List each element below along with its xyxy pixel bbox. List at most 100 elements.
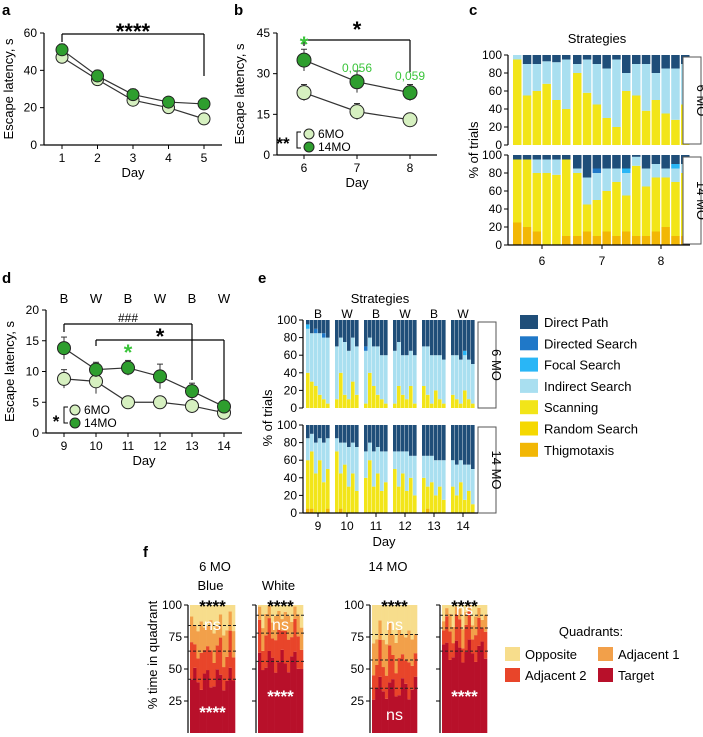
bar-segment-direct_path (671, 55, 680, 69)
y-tick-label: 60 (284, 453, 298, 467)
quadrant-segment-adjacent2 (445, 616, 449, 643)
bar-segment-direct_path (306, 425, 310, 439)
bar-segment-indirect_search (314, 442, 318, 474)
bar-segment-scanning (434, 495, 438, 513)
y-tick-label: 75 (351, 630, 365, 644)
quadrant-segment-adjacent2 (458, 619, 462, 648)
quadrant-segment-adjacent1 (290, 621, 294, 638)
bar-segment-direct_path (380, 425, 384, 452)
y-tick-label: 30 (257, 67, 271, 81)
bar-segment-direct_path (592, 55, 602, 64)
legend-marker-14MO (69, 417, 81, 429)
quadrant-segment-adjacent2 (274, 640, 278, 673)
bar-segment-indirect_search (405, 355, 409, 400)
bar-segment-indirect_search (401, 451, 405, 474)
quadrant-segment-adjacent1 (388, 622, 392, 646)
quadrant-segment-target (190, 679, 194, 733)
bar-segment-indirect_search (573, 64, 582, 73)
quadrant-segment-target (442, 644, 446, 733)
quadrant-segment-adjacent1 (467, 604, 472, 612)
quadrant-segment-adjacent2 (286, 639, 291, 673)
quadrant-segment-adjacent2 (413, 653, 418, 677)
bar-segment-direct_path (451, 320, 455, 356)
row-label-box (682, 56, 702, 145)
quadrant-segment-adjacent1 (199, 621, 204, 653)
bar-segment-direct_path (552, 155, 561, 160)
data-point-14MO (402, 85, 418, 101)
quadrant-segment-target (277, 662, 281, 733)
quadrant-segment-opposite (394, 605, 399, 643)
row-label-box (477, 426, 497, 514)
bar-segment-focal_search (306, 324, 310, 329)
quadrant-segment-adjacent1 (280, 619, 285, 631)
bar-segment-scanning (622, 91, 631, 145)
bar-segment-scanning (326, 403, 330, 408)
bar-segment-indirect_search (612, 168, 621, 182)
bar-segment-scanning (314, 386, 318, 408)
bar-segment-scanning (314, 473, 318, 513)
bar-segment-indirect_search (413, 455, 417, 496)
bar-segment-indirect_search (339, 337, 343, 373)
bar-segment-scanning (602, 118, 611, 145)
bar-segment-scanning (335, 399, 339, 408)
bar-segment-thigmotaxis (641, 236, 651, 245)
group-label-14mo: 14 MO (368, 559, 407, 574)
quadrant-segment-opposite (461, 605, 465, 630)
quadrant-segment-opposite (215, 605, 220, 626)
bar-segment-indirect_search (384, 451, 388, 483)
quadrant-segment-adjacent1 (454, 607, 459, 615)
bar-segment-scanning (592, 104, 602, 145)
bar-segment-thigmotaxis (513, 222, 522, 245)
y-tick-label: 45 (257, 26, 271, 40)
y-tick-label: 20 (489, 120, 503, 134)
quadrant-segment-adjacent2 (222, 667, 226, 691)
bar-segment-scanning (562, 159, 571, 236)
y-tick-label: 60 (284, 348, 298, 362)
quadrant-segment-opposite (413, 605, 418, 634)
y-tick-label: 0 (263, 148, 270, 162)
bar-segment-direct_path (306, 320, 310, 325)
quadrant-segment-target (299, 669, 304, 733)
quadrant-segment-opposite (480, 605, 485, 620)
bar-segment-scanning (339, 372, 343, 408)
legend-label-6MO: 6MO (318, 127, 344, 141)
trial-type-label: B (60, 291, 69, 306)
bar-segment-indirect_search (364, 451, 368, 478)
bar-segment-indirect_search (622, 173, 631, 196)
quadrant-segment-adjacent2 (381, 667, 386, 692)
legend-swatch-adjacent2 (505, 668, 520, 682)
bar-segment-scanning (632, 95, 641, 145)
bar-segment-direct_path (455, 320, 459, 356)
quadrant-segment-adjacent2 (212, 662, 217, 687)
bar-segment-direct_path (430, 425, 434, 456)
legend-label-adjacent1: Adjacent 1 (618, 647, 679, 662)
y-tick-label: 40 (489, 202, 503, 216)
x-tick-label: 4 (165, 151, 172, 165)
bar-segment-thigmotaxis (602, 231, 611, 245)
bar-segment-scanning (351, 473, 355, 513)
quadrant-segment-adjacent1 (286, 615, 291, 640)
bar-segment-scanning (401, 473, 405, 513)
quadrant-segment-adjacent2 (400, 654, 405, 679)
legend-bracket (63, 406, 68, 424)
bar-segment-indirect_search (397, 451, 401, 487)
bar-segment-indirect_search (438, 355, 442, 400)
legend-label-target: Target (618, 668, 655, 683)
quadrant-segment-opposite (283, 605, 288, 612)
bar-segment-scanning (393, 403, 397, 408)
quadrant-segment-opposite (280, 605, 285, 620)
quadrant-segment-adjacent1 (218, 614, 223, 638)
quadrant-segment-opposite (442, 605, 446, 622)
bar-segment-indirect_search (671, 68, 680, 120)
bar-segment-thigmotaxis (562, 236, 571, 245)
y-axis-title: % of trials (260, 389, 275, 447)
bar-segment-scanning (364, 403, 368, 408)
bar-segment-indirect_search (455, 464, 459, 496)
x-tick-label: 13 (427, 519, 441, 533)
quadrant-segment-target (222, 690, 226, 733)
series-line-6MO (61, 56, 205, 120)
data-point-14MO (185, 384, 199, 399)
x-tick-label: 8 (407, 161, 414, 175)
bar-segment-scanning (422, 477, 426, 513)
quadrant-segment-target (397, 695, 402, 733)
